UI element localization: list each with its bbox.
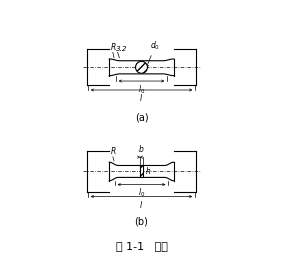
Text: $d_0$: $d_0$	[150, 39, 160, 52]
Text: $R$: $R$	[110, 41, 116, 52]
Bar	[140, 166, 143, 178]
Text: (a): (a)	[135, 112, 148, 122]
Text: $b$: $b$	[138, 143, 145, 154]
Text: 3.2: 3.2	[116, 46, 128, 52]
Circle shape	[136, 61, 147, 73]
Text: $l_0$: $l_0$	[138, 187, 145, 199]
Text: $l$: $l$	[140, 92, 143, 103]
Text: $l_0$: $l_0$	[138, 83, 145, 96]
Text: (b): (b)	[134, 216, 149, 226]
Text: $l$: $l$	[140, 199, 143, 210]
Text: 图 1-1   试样: 图 1-1 试样	[115, 242, 168, 251]
Text: $R$: $R$	[110, 145, 116, 156]
Text: $h$: $h$	[145, 165, 151, 176]
